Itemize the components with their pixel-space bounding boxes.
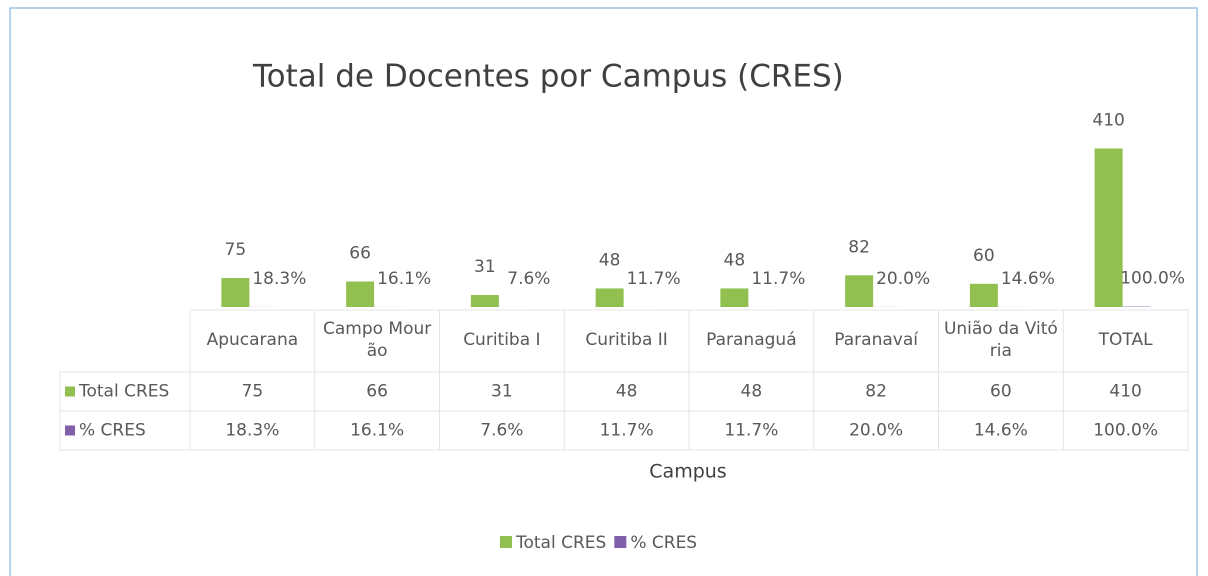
x-tick-label: Paranavaí <box>834 330 918 350</box>
data-label: 7.6% <box>507 269 550 289</box>
bar <box>221 278 250 307</box>
table-cell: 100.0% <box>1093 421 1158 441</box>
legend-label: Total CRES <box>515 533 606 553</box>
data-label: 11.7% <box>751 269 805 289</box>
chart-title: Total de Docentes por Campus (CRES) <box>252 59 844 95</box>
x-tick-label-box: Curitiba II <box>585 330 668 350</box>
data-label: 48 <box>724 250 746 270</box>
x-tick-label: TOTAL <box>1098 330 1153 350</box>
table-cell: 48 <box>741 382 763 402</box>
legend-key <box>65 386 75 397</box>
data-label: 82 <box>848 237 870 257</box>
table-cell: 7.6% <box>480 421 523 441</box>
table-cell: 82 <box>865 382 887 402</box>
table-cell: 48 <box>616 382 638 402</box>
x-tick-label: Apucarana <box>206 330 299 350</box>
data-label: 31 <box>474 257 496 277</box>
legend-key <box>614 536 627 548</box>
table-cell: 75 <box>242 382 264 402</box>
bar <box>845 275 874 307</box>
bar <box>470 295 499 307</box>
data-label: 60 <box>973 246 995 266</box>
legend-key <box>500 536 512 548</box>
data-label: 14.6% <box>1001 269 1055 289</box>
data-label: 20.0% <box>876 269 930 289</box>
data-label: 66 <box>349 243 371 263</box>
chart-frame <box>9 7 1198 576</box>
table-cell: 410 <box>1109 382 1141 402</box>
data-label: 16.1% <box>377 269 431 289</box>
x-tick-label: Campo Mourão <box>322 319 432 361</box>
x-tick-label-box: Apucarana <box>206 330 299 350</box>
data-label: 11.7% <box>627 269 681 289</box>
data-label: 18.3% <box>252 269 306 289</box>
bar <box>1094 148 1123 307</box>
table-cell: 31 <box>491 382 513 402</box>
data-label: 410 <box>1092 110 1124 130</box>
x-tick-label-box: Campo Mourão <box>322 319 432 361</box>
row-header: % CRES <box>79 421 146 441</box>
bar <box>595 288 624 307</box>
x-tick-label-box: Paranaguá <box>706 330 797 350</box>
data-label: 75 <box>225 240 247 260</box>
table-cell: 20.0% <box>849 421 903 441</box>
x-tick-label-box: Paranavaí <box>834 330 918 350</box>
x-tick-label: Curitiba I <box>463 330 541 350</box>
bar <box>720 288 749 307</box>
x-tick-label: Paranaguá <box>706 330 797 350</box>
bar <box>346 281 375 307</box>
row-header: Total CRES <box>78 382 169 402</box>
legend-label: % CRES <box>630 533 697 553</box>
table-cell: 60 <box>990 382 1012 402</box>
table-cell: 18.3% <box>225 421 279 441</box>
x-tick-label-box: TOTAL <box>1098 330 1153 350</box>
table-cell: 11.7% <box>724 421 778 441</box>
table-cell: 14.6% <box>974 421 1028 441</box>
bar <box>969 283 998 307</box>
table-cell: 66 <box>366 382 388 402</box>
x-tick-label: União da Vitória <box>943 319 1058 361</box>
x-tick-label-box: Curitiba I <box>463 330 541 350</box>
legend-key <box>65 425 75 436</box>
data-label: 48 <box>599 250 621 270</box>
x-tick-label-box: União da Vitória <box>943 319 1058 361</box>
table-cell: 16.1% <box>350 421 404 441</box>
data-label: 100.0% <box>1120 269 1185 289</box>
table-cell: 11.7% <box>600 421 654 441</box>
x-tick-label: Curitiba II <box>585 330 668 350</box>
x-axis-title: Campus <box>649 461 726 483</box>
